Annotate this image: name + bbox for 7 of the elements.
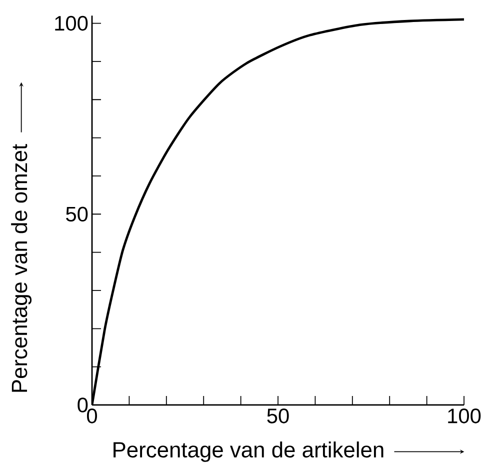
x-tick-label: 50 <box>267 408 289 424</box>
y-tick-label: 100 <box>55 16 88 31</box>
y-axis-title: Percentage van de omzet <box>11 144 32 392</box>
y-tick-label: 50 <box>66 206 88 222</box>
x-axis-title: Percentage van de artikelen <box>114 441 384 462</box>
x-tick-label: 100 <box>448 408 481 424</box>
y-tick-label: 0 <box>78 398 88 412</box>
